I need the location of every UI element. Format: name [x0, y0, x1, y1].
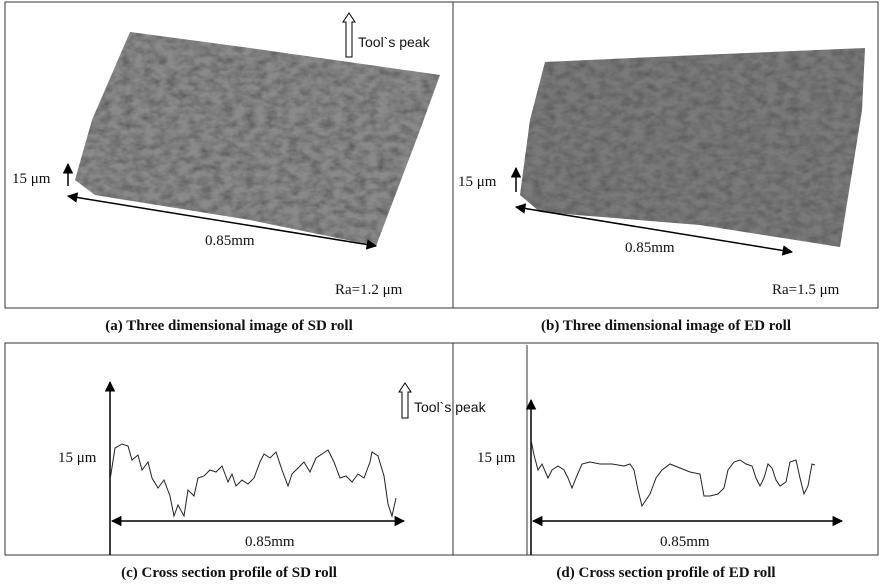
surface-image [75, 32, 440, 246]
roughness-label: Ra=1.5 μm [772, 282, 840, 298]
panel-frame [452, 1, 879, 309]
roughness-label: Ra=1.2 μm [335, 282, 403, 298]
length-label: 0.85mm [245, 534, 295, 550]
caption: (c) Cross section profile of SD roll [121, 565, 337, 581]
height-label: 15 μm [458, 174, 497, 190]
annotation: Tool`s peak [414, 399, 487, 415]
height-label: 15 μm [477, 450, 516, 466]
profile-line [530, 439, 816, 508]
profile-line [109, 443, 397, 518]
height-label: 15 μm [12, 171, 51, 187]
caption: (d) Cross section profile of ED roll [556, 565, 775, 581]
panel-frame [452, 342, 879, 556]
length-label: 0.85mm [660, 534, 710, 550]
panel-frame [4, 342, 454, 556]
annotation: Tool`s peak [358, 34, 431, 50]
length-arrow [66, 192, 378, 250]
height-label: 15 μm [58, 450, 97, 466]
peak-arrow [342, 12, 356, 58]
length-arrow [514, 203, 794, 256]
peak-arrow [398, 382, 412, 419]
surface-image [520, 48, 865, 247]
caption: (a) Three dimensional image of SD roll [105, 318, 353, 334]
length-label: 0.85mm [625, 240, 675, 256]
caption: (b) Three dimensional image of ED roll [541, 318, 791, 334]
length-label: 0.85mm [205, 233, 255, 249]
